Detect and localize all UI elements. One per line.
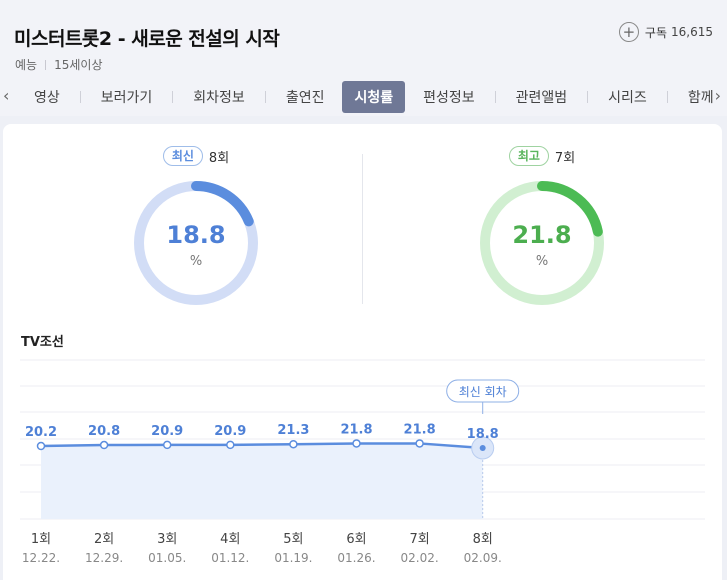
latest-badge: 최신 [162, 146, 203, 166]
best-rating: 최고 7회 21.8 % [462, 146, 622, 308]
latest-episode: 8회 [208, 150, 230, 166]
tab-6[interactable]: 관련앨범 [515, 90, 568, 106]
program-meta: 예능 15세이상 [15, 56, 102, 73]
age-rating-label: 15세이상 [54, 58, 103, 72]
latest-value: 18.8 [166, 221, 226, 249]
chart-title: TV조선 [21, 335, 64, 350]
data-point[interactable] [36, 441, 46, 451]
data-label: 18.8 [467, 427, 499, 442]
tab-7[interactable]: 시리즈 [608, 90, 647, 106]
program-header: 미스터트롯2 - 새로운 전설의 시작 예능 15세이상 + 구독 16,615 [0, 0, 727, 78]
ratings-line-chart: 20.2 1회 12.22. 20.8 2회 12.29. 20.9 3회 01.05. 20.9… [20, 359, 705, 565]
data-point[interactable] [479, 445, 486, 451]
x-date-label: 12.29. [85, 551, 123, 565]
x-tick-label: 4회 [220, 532, 240, 547]
series-line [40, 442, 483, 450]
tab-1[interactable]: 보러가기 [100, 90, 153, 106]
subscribe-button[interactable]: + 구독 16,615 [618, 22, 713, 42]
data-label: 20.9 [214, 424, 246, 439]
subscriber-count: 16,615 [671, 25, 713, 39]
meta-divider [45, 59, 47, 70]
data-point[interactable] [99, 440, 109, 450]
best-unit: % [535, 254, 549, 269]
x-tick-label: 1회 [31, 532, 51, 547]
latest-callout: 최신 회차 [459, 385, 507, 399]
data-label: 21.3 [277, 423, 309, 438]
best-episode: 7회 [554, 150, 576, 166]
rating-card: 최신 8회 18.8 % 최고 7회 21.8 % TV조선 20.2 1회 12.… [3, 124, 722, 580]
best-value: 21.8 [512, 221, 572, 249]
ring-progress [537, 181, 603, 237]
data-point[interactable] [352, 439, 361, 448]
page-title: 미스터트롯2 - 새로운 전설의 시작 [14, 28, 280, 50]
data-label: 20.8 [88, 424, 120, 439]
tab-bar: ‹ 영상 보러가기 회차정보 출연진 시청률 편성정보 관련앨범 시리즈 함께 › [0, 78, 727, 116]
x-date-label: 01.12. [211, 551, 249, 565]
tab-3[interactable]: 출연진 [285, 90, 325, 106]
latest-ring-chart [134, 181, 258, 305]
tab-0[interactable]: 영상 [34, 90, 60, 106]
x-date-label: 01.05. [148, 551, 186, 565]
x-date-label: 01.26. [337, 551, 375, 565]
data-point[interactable] [289, 439, 298, 449]
best-badge: 최고 [508, 146, 549, 166]
data-label: 21.8 [340, 422, 372, 437]
data-label: 21.8 [404, 422, 436, 437]
x-date-label: 12.22. [22, 551, 60, 565]
x-tick-label: 5회 [283, 532, 303, 547]
x-date-label: 01.19. [274, 551, 312, 565]
tab-divider [666, 91, 668, 103]
data-point[interactable] [415, 439, 424, 448]
x-tick-label: 6회 [346, 532, 366, 547]
latest-rating: 최신 8회 18.8 % [116, 146, 276, 308]
tab-divider [264, 91, 266, 103]
latest-unit: % [189, 254, 203, 269]
x-date-label: 02.09. [464, 551, 502, 565]
tab-8[interactable]: 함께 [687, 90, 714, 106]
best-ring-chart [480, 181, 604, 305]
data-label: 20.2 [25, 425, 57, 440]
tab-divider [79, 91, 81, 103]
x-tick-label: 7회 [409, 532, 429, 547]
x-tick-label: 3회 [157, 532, 177, 547]
tab-divider [587, 91, 589, 103]
tab-4[interactable]: 시청률 [342, 81, 406, 113]
x-tick-label: 8회 [473, 532, 493, 547]
subscribe-label: 구독 [644, 25, 667, 40]
x-date-label: 02.02. [401, 551, 439, 565]
x-tick-label: 2회 [94, 532, 114, 547]
latest-callout-box [446, 379, 520, 403]
data-point[interactable] [226, 440, 235, 450]
chevron-right-icon[interactable]: › [714, 86, 721, 105]
plus-icon: + [618, 22, 639, 42]
data-point[interactable] [162, 440, 172, 450]
genre-label: 예능 [15, 58, 38, 72]
latest-ring: 18.8 % [131, 178, 261, 308]
tab-2[interactable]: 회차정보 [193, 90, 245, 106]
ring-progress [191, 181, 254, 227]
tab-5[interactable]: 편성정보 [423, 90, 475, 106]
data-label: 20.9 [151, 424, 183, 439]
tab-divider [172, 91, 174, 103]
chart-area [41, 443, 483, 519]
tab-divider [494, 91, 496, 103]
chevron-left-icon[interactable]: ‹ [3, 86, 10, 105]
divider [362, 154, 363, 304]
tab-list: 영상 보러가기 회차정보 출연진 시청률 편성정보 관련앨범 시리즈 함께 [22, 81, 726, 113]
best-ring: 21.8 % [477, 178, 607, 308]
